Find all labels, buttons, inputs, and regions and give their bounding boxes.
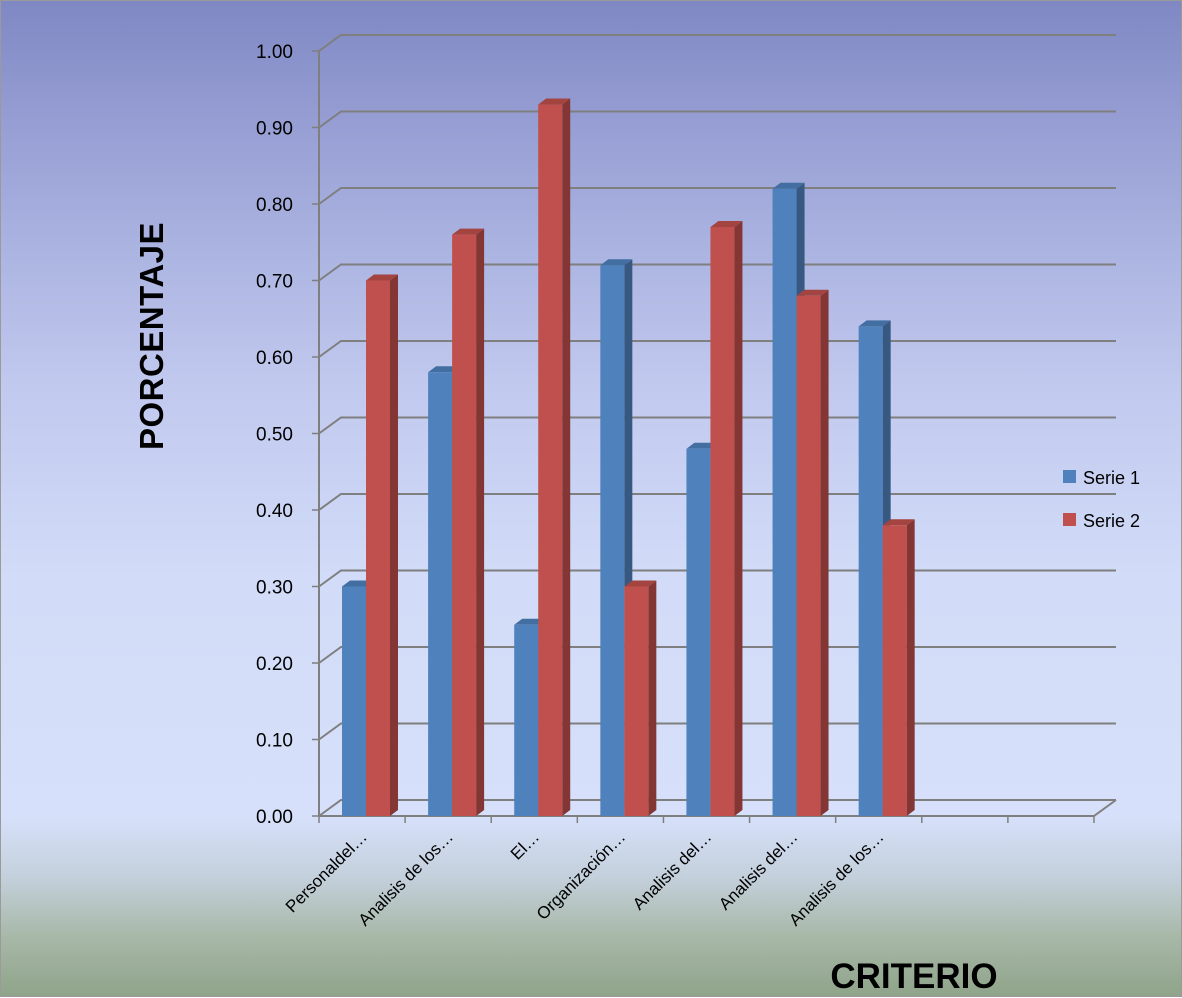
bar-serie-2 (366, 274, 398, 816)
bar-serie-2 (882, 519, 915, 816)
x-category-label: Analisis del… (629, 827, 715, 913)
y-tick-label: 0.70 (256, 272, 293, 293)
x-axis-title: CRITERIO (830, 957, 997, 996)
y-tick-label: 0.50 (256, 425, 293, 446)
floor-right-edge (1093, 799, 1117, 817)
y-axis-title: PORCENTAJE (133, 222, 170, 450)
bar-serie-2 (538, 98, 571, 817)
gridline (318, 569, 1116, 588)
legend-swatch (1063, 470, 1076, 483)
gridline (318, 646, 1116, 664)
y-tick-label: 1.00 (256, 42, 293, 63)
y-tick-label: 0.30 (256, 578, 293, 599)
bar-serie-2 (710, 220, 743, 816)
gridline (318, 416, 1116, 435)
legend: Serie 1 Serie 2 (1063, 468, 1140, 531)
legend-swatch (1063, 513, 1076, 526)
x-category-label: El… (507, 827, 543, 863)
gridline (318, 187, 1116, 205)
gridline (318, 263, 1116, 282)
x-category-label: Organización… (533, 827, 629, 923)
gridline (318, 340, 1116, 358)
y-tick-label: 0.80 (256, 195, 293, 216)
y-tick-label: 0.90 (256, 119, 293, 140)
gridline (318, 493, 1116, 511)
bar-serie-2 (452, 228, 485, 817)
bar-layer (342, 98, 915, 817)
x-category-label: Personaldel… (282, 827, 371, 916)
x-category-label: Analisis de los… (785, 827, 887, 929)
gridline (318, 110, 1116, 129)
y-tick-label: 0.60 (256, 348, 293, 369)
y-tick-label: 0.00 (256, 807, 293, 828)
gridline (318, 34, 1116, 52)
legend-label: Serie 2 (1083, 511, 1140, 531)
bar-serie-2 (624, 580, 657, 816)
y-tick-label: 0.20 (256, 654, 293, 675)
bar-serie-2 (796, 289, 829, 816)
legend-label: Serie 1 (1083, 468, 1140, 488)
y-tick-label: 0.40 (256, 501, 293, 522)
gridline (318, 722, 1116, 741)
bar-serie-1 (858, 320, 891, 816)
grid-layer (318, 34, 1116, 817)
x-category-label: Analisis del… (715, 827, 801, 913)
y-tick-label: 0.10 (256, 731, 293, 752)
x-category-label: Analisis de los… (355, 827, 457, 929)
